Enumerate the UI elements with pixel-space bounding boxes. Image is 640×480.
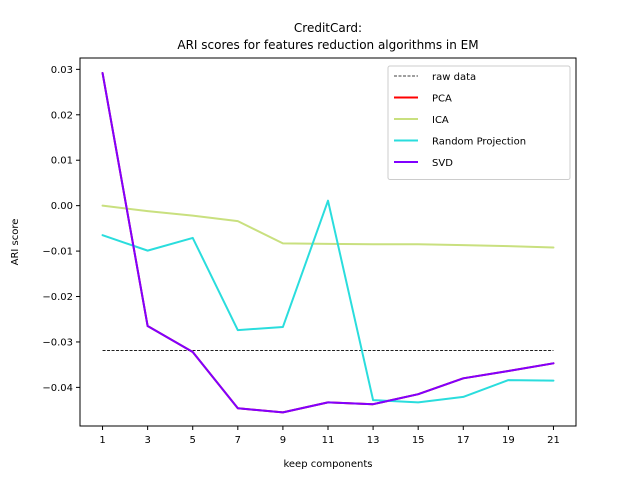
legend: raw data PCA ICA Random Projection SVD bbox=[387, 65, 571, 180]
x-tick-label: 7 bbox=[235, 435, 241, 446]
x-tick-label: 15 bbox=[412, 435, 425, 446]
x-axis-label: keep components bbox=[283, 459, 372, 470]
x-tick-label: 3 bbox=[144, 435, 150, 446]
x-tick-label: 21 bbox=[547, 435, 560, 446]
series-line-ica bbox=[101, 204, 555, 249]
x-tick-label: 17 bbox=[457, 435, 470, 446]
legend-label: Random Projection bbox=[432, 137, 526, 148]
plot-area: 0.030.020.010.00−0.01−0.02−0.03−0.041 3 5 7… bbox=[42, 65, 559, 446]
y-tick-label: 0.01 bbox=[51, 156, 73, 167]
series-line-svd bbox=[101, 71, 555, 414]
y-tick-label: −0.04 bbox=[42, 383, 73, 394]
legend-label: raw data bbox=[432, 72, 476, 83]
legend-label: ICA bbox=[432, 115, 449, 126]
chart-title-line1: CreditCard: bbox=[294, 21, 362, 35]
y-tick-label: −0.01 bbox=[42, 247, 73, 258]
chart-title-line2: ARI scores for features reduction algori… bbox=[177, 38, 478, 52]
legend-label: PCA bbox=[432, 94, 452, 105]
legend-label: SVD bbox=[432, 158, 453, 169]
y-tick-label: 0.03 bbox=[51, 65, 73, 76]
y-tick-label: −0.02 bbox=[42, 292, 73, 303]
legend-box bbox=[387, 65, 571, 180]
series-line-random-projection bbox=[101, 199, 555, 404]
x-tick-label: 13 bbox=[367, 435, 380, 446]
plot-frame bbox=[79, 57, 577, 427]
y-tick-label: 0.00 bbox=[51, 201, 73, 212]
x-tick-label: 9 bbox=[280, 435, 286, 446]
y-tick-label: 0.02 bbox=[51, 110, 73, 121]
x-tick-label: 19 bbox=[502, 435, 515, 446]
x-tick-label: 11 bbox=[322, 435, 335, 446]
x-tick-label: 5 bbox=[190, 435, 196, 446]
y-tick-label: −0.03 bbox=[42, 337, 73, 348]
y-axis-label: ARI score bbox=[10, 219, 21, 266]
x-tick-label: 1 bbox=[99, 435, 105, 446]
